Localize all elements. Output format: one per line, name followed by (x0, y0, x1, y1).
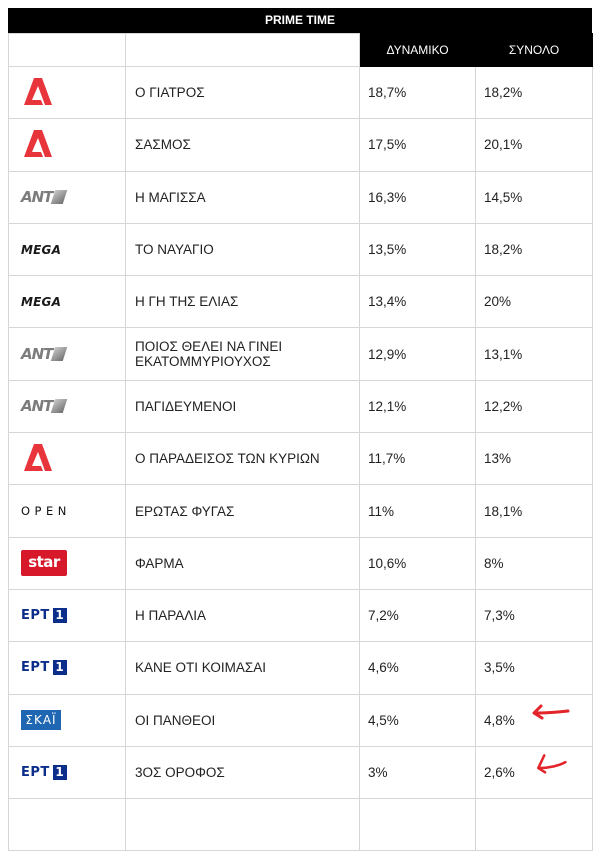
ant1-logo-icon: ANT (21, 339, 68, 369)
table-row: MEGA Η ΓΗ ΤΗΣ ΕΛΙΑΣ 13,4% 20% (8, 275, 593, 329)
total-share-cell: 18,2% (475, 222, 593, 277)
dynamic-share-cell: 16,3% (359, 170, 476, 224)
header-total: ΣΥΝΟΛΟ (475, 33, 593, 67)
table-row: MEGA ΤΟ ΝΑΥΑΓΙΟ 13,5% 18,2% (8, 222, 593, 277)
dynamic-share-cell: 3% (359, 745, 476, 800)
show-name-cell: Η ΠΑΡΑΛΙΑ (125, 588, 360, 643)
table-row: star ΦΑΡΜΑ 10,6% 8% (8, 536, 593, 590)
dynamic-share-cell: 11,7% (359, 432, 476, 486)
header-show (125, 33, 360, 67)
total-share-cell: 20% (475, 275, 593, 329)
star-logo-icon: star (21, 548, 67, 578)
table-row: Ο ΠΑΡΑΔΕΙΣΟΣ ΤΩΝ ΚΥΡΙΩΝ 11,7% 13% (8, 432, 593, 486)
show-name-cell: Ο ΠΑΡΑΔΕΙΣΟΣ ΤΩΝ ΚΥΡΙΩΝ (125, 432, 360, 486)
skai-logo-icon: ΣΚΑΪ (21, 705, 61, 735)
table-title: PRIME TIME (8, 8, 592, 33)
show-name-cell: ΟΙ ΠΑΝΘΕΟΙ (125, 693, 360, 747)
alpha-logo-icon (21, 128, 55, 158)
show-name-cell: 3ΟΣ ΟΡΟΦΟΣ (125, 745, 360, 800)
channel-cell: ΕΡΤ 1 (8, 745, 126, 800)
channel-cell: ANT (8, 379, 126, 434)
table-row (8, 798, 593, 851)
channel-cell (8, 65, 126, 120)
total-share-cell: 3,5% (475, 641, 593, 695)
ert1-logo-icon: ΕΡΤ 1 (21, 601, 67, 631)
show-name-cell: ΦΑΡΜΑ (125, 536, 360, 590)
red-arrow-icon (532, 704, 570, 720)
table-row: ΕΡΤ 1 Η ΠΑΡΑΛΙΑ 7,2% 7,3% (8, 588, 593, 643)
header-channel (8, 33, 126, 67)
dynamic-share-cell: 18,7% (359, 65, 476, 120)
channel-cell: ANT (8, 327, 126, 381)
channel-cell: ΣΚΑΪ (8, 693, 126, 747)
total-share-cell: 18,1% (475, 484, 593, 538)
channel-cell (8, 432, 126, 486)
dynamic-share-cell: 10,6% (359, 536, 476, 590)
ant1-logo-icon: ANT (21, 391, 68, 421)
total-share-cell: 8% (475, 536, 593, 590)
table-row: ΣΚΑΪ ΟΙ ΠΑΝΘΕΟΙ 4,5% 4,8% (8, 693, 593, 747)
show-name-cell: ΠΟΙΟΣ ΘΕΛΕΙ ΝΑ ΓΙΝΕΙ ΕΚΑΤΟΜΜΥΡΙΟΥΧΟΣ (125, 327, 360, 381)
channel-cell: ΕΡΤ 1 (8, 588, 126, 643)
dynamic-share-cell (359, 798, 476, 851)
table-row: ΣΑΣΜΟΣ 17,5% 20,1% (8, 118, 593, 172)
dynamic-share-cell: 12,1% (359, 379, 476, 434)
channel-cell: ANT (8, 170, 126, 224)
total-share-cell: 4,8% (475, 693, 593, 747)
alpha-logo-icon (21, 76, 55, 106)
channel-cell (8, 118, 126, 172)
mega-logo-icon: MEGA (21, 294, 62, 309)
channel-cell: MEGA (8, 222, 126, 277)
total-share-cell: 13% (475, 432, 593, 486)
table-row: OPEN ΕΡΩΤΑΣ ΦΥΓΑΣ 11% 18,1% (8, 484, 593, 538)
channel-cell: OPEN (8, 484, 126, 538)
dynamic-share-cell: 17,5% (359, 118, 476, 172)
total-share-cell: 12,2% (475, 379, 593, 434)
total-share-cell (475, 798, 593, 851)
ert1-logo-icon: ΕΡΤ 1 (21, 653, 67, 683)
channel-cell: star (8, 536, 126, 590)
show-name-cell (125, 798, 360, 851)
mega-logo-icon: MEGA (21, 242, 62, 257)
show-name-cell: ΣΑΣΜΟΣ (125, 118, 360, 172)
ert1-logo-icon: ΕΡΤ 1 (21, 758, 67, 788)
dynamic-share-cell: 7,2% (359, 588, 476, 643)
ant1-logo-icon: ANT (21, 182, 68, 212)
dynamic-share-cell: 13,4% (359, 275, 476, 329)
table-row: ANT ΠΑΓΙΔΕΥΜΕΝΟΙ 12,1% 12,2% (8, 379, 593, 434)
header-dynamic: ΔΥΝΑΜΙΚΟ (359, 33, 476, 67)
total-share-cell: 2,6% (475, 745, 593, 800)
ratings-table-wrapper: PRIME TIME ΔΥΝΑΜΙΚΟ ΣΥΝΟΛΟ Ο ΓΙΑΤΡΟΣ 18,7… (8, 8, 593, 851)
alpha-logo-icon (21, 442, 55, 472)
dynamic-share-cell: 11% (359, 484, 476, 538)
show-name-cell: ΚΑΝΕ ΟΤΙ ΚΟΙΜΑΣΑΙ (125, 641, 360, 695)
total-share-cell: 13,1% (475, 327, 593, 381)
show-name-cell: Η ΜΑΓΙΣΣΑ (125, 170, 360, 224)
dynamic-share-cell: 13,5% (359, 222, 476, 277)
total-share-cell: 14,5% (475, 170, 593, 224)
channel-cell: ΕΡΤ 1 (8, 641, 126, 695)
column-header-row: ΔΥΝΑΜΙΚΟ ΣΥΝΟΛΟ (8, 33, 593, 67)
table-row: ANT ΠΟΙΟΣ ΘΕΛΕΙ ΝΑ ΓΙΝΕΙ ΕΚΑΤΟΜΜΥΡΙΟΥΧΟΣ 1… (8, 327, 593, 381)
dynamic-share-cell: 4,5% (359, 693, 476, 747)
channel-cell (8, 798, 126, 851)
channel-cell: MEGA (8, 275, 126, 329)
total-share-cell: 18,2% (475, 65, 593, 120)
show-name-cell: ΠΑΓΙΔΕΥΜΕΝΟΙ (125, 379, 360, 434)
table-row: ΕΡΤ 1 3ΟΣ ΟΡΟΦΟΣ 3% 2,6% (8, 745, 593, 800)
table-row: ΕΡΤ 1 ΚΑΝΕ ΟΤΙ ΚΟΙΜΑΣΑΙ 4,6% 3,5% (8, 641, 593, 695)
total-share-cell: 7,3% (475, 588, 593, 643)
dynamic-share-cell: 12,9% (359, 327, 476, 381)
show-name-cell: Ο ΓΙΑΤΡΟΣ (125, 65, 360, 120)
ratings-table: ΔΥΝΑΜΙΚΟ ΣΥΝΟΛΟ Ο ΓΙΑΤΡΟΣ 18,7% 18,2% ΣΑΣΜΟ… (8, 33, 593, 851)
table-row: ANT Η ΜΑΓΙΣΣΑ 16,3% 14,5% (8, 170, 593, 224)
dynamic-share-cell: 4,6% (359, 641, 476, 695)
open-logo-icon: OPEN (21, 504, 71, 519)
total-share-cell: 20,1% (475, 118, 593, 172)
table-row: Ο ΓΙΑΤΡΟΣ 18,7% 18,2% (8, 65, 593, 120)
red-arrow-icon (537, 754, 567, 774)
show-name-cell: ΤΟ ΝΑΥΑΓΙΟ (125, 222, 360, 277)
show-name-cell: Η ΓΗ ΤΗΣ ΕΛΙΑΣ (125, 275, 360, 329)
show-name-cell: ΕΡΩΤΑΣ ΦΥΓΑΣ (125, 484, 360, 538)
